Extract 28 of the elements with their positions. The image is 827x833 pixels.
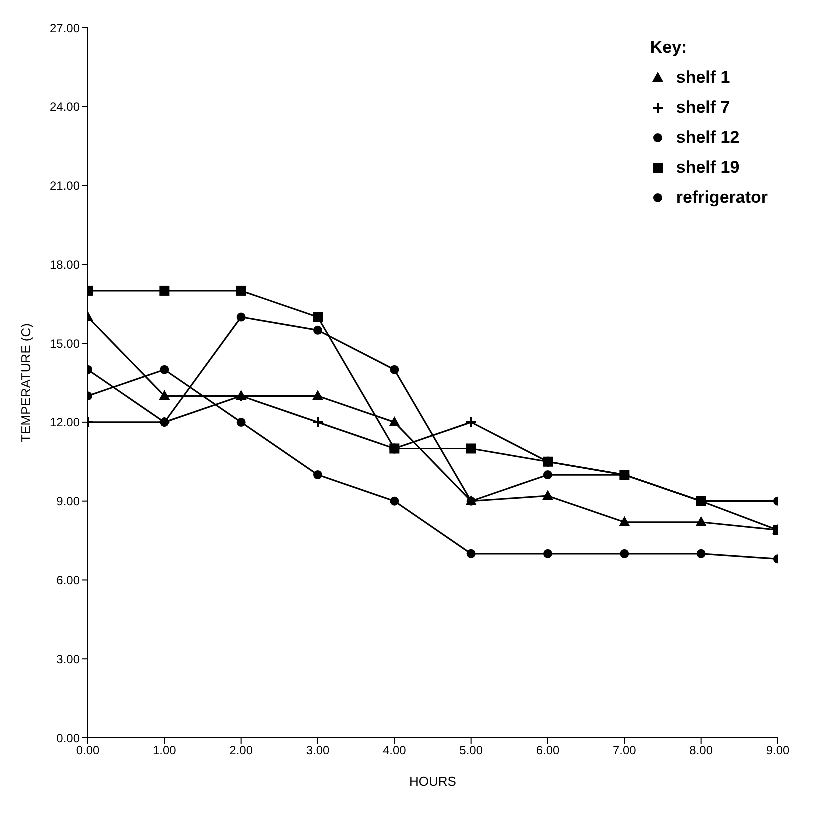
legend-label: shelf 12 [676,128,740,148]
legend-label: shelf 7 [676,98,730,118]
y-tick-label: 3.00 [56,652,80,666]
y-axis-title: TEMPERATURE (C) [18,324,34,442]
y-tick-label: 15.00 [50,336,80,351]
legend-title: Key: [650,38,688,58]
x-tick-label: 7.00 [612,744,637,758]
y-tick-label: 18.00 [50,258,80,272]
y-tick-label: 27.00 [50,21,80,36]
x-tick-label: 1.00 [152,744,177,758]
y-tick-label: 24.00 [50,100,80,114]
x-tick-label: 8.00 [690,744,714,758]
legend-label: refrigerator [676,188,768,208]
x-axis-title: HOURS [410,774,457,789]
x-tick-label: 2.00 [230,744,254,758]
x-tick-label: 9.00 [766,744,790,758]
legend-label: shelf 19 [676,158,740,178]
y-tick-label: 0.00 [56,731,80,746]
x-tick-label: 3.00 [306,744,330,758]
x-tick-label: 0.00 [76,744,100,758]
x-tick-label: 6.00 [536,744,560,758]
y-tick-label: 6.00 [56,573,80,588]
x-tick-label: 5.00 [460,744,484,758]
y-tick-label: 9.00 [56,494,80,509]
y-tick-label: 21.00 [50,179,80,194]
x-tick-label: 4.00 [382,744,407,758]
legend-label: shelf 1 [676,68,730,88]
y-tick-label: 12.00 [50,416,80,430]
